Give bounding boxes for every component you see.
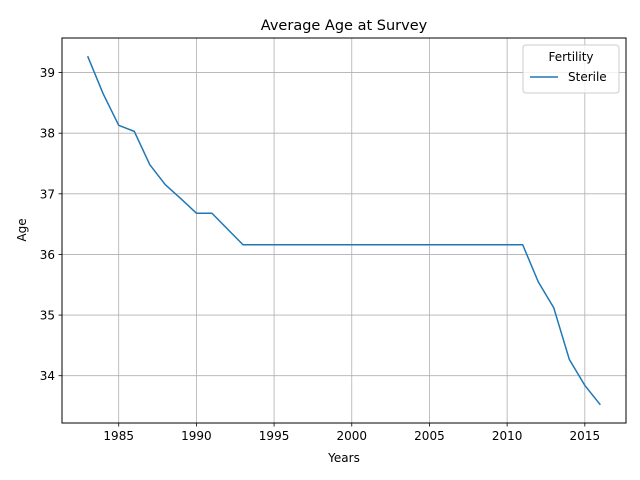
y-tick-label: 34 xyxy=(40,369,55,383)
y-axis-ticks: 34 35 36 37 38 39 xyxy=(40,66,62,383)
x-tick-label: 2010 xyxy=(492,429,523,443)
legend-entry-label: Sterile xyxy=(568,70,607,84)
y-tick-label: 37 xyxy=(40,187,55,201)
x-tick-label: 1995 xyxy=(259,429,290,443)
x-axis-ticks: 1985 1990 1995 2000 2005 2010 2015 xyxy=(103,423,600,443)
x-tick-label: 2005 xyxy=(414,429,445,443)
y-tick-label: 38 xyxy=(40,127,55,141)
y-axis-title: Age xyxy=(15,218,29,241)
series-line-sterile xyxy=(86,55,601,406)
grid-lines xyxy=(62,38,626,423)
legend-title: Fertility xyxy=(548,50,593,64)
x-tick-label: 1990 xyxy=(181,429,212,443)
x-tick-label: 2015 xyxy=(570,429,601,443)
y-tick-label: 36 xyxy=(40,248,55,262)
x-tick-label: 2000 xyxy=(336,429,367,443)
legend: Fertility Sterile xyxy=(522,44,620,94)
x-axis-title: Years xyxy=(327,451,360,465)
chart-title: Average Age at Survey xyxy=(261,18,428,34)
legend-box xyxy=(522,44,620,94)
x-tick-label: 1985 xyxy=(103,429,134,443)
series-lines xyxy=(86,55,601,406)
plot-area-frame xyxy=(61,37,627,424)
y-tick-label: 35 xyxy=(40,309,55,323)
y-tick-label: 39 xyxy=(40,66,55,80)
